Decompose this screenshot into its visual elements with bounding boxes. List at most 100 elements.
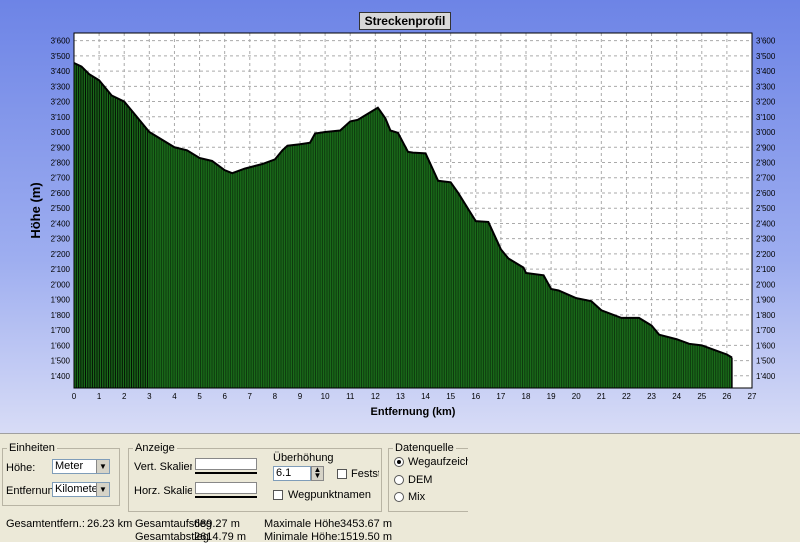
y-tick-label-left: 2'000 [51, 280, 71, 289]
exaggeration-input[interactable]: 6.1 [273, 466, 311, 481]
x-tick-label: 1 [97, 392, 102, 401]
x-tick-label: 13 [396, 392, 405, 401]
chevron-down-icon[interactable]: ▼ [96, 483, 109, 496]
x-tick-label: 24 [672, 392, 681, 401]
x-tick-label: 9 [298, 392, 303, 401]
vert-scale-track [195, 472, 257, 474]
datasource-dem-radio[interactable] [394, 475, 404, 485]
distance-unit-select[interactable]: Kilometer ▼ [52, 482, 110, 497]
total-distance-value: 26.23 km [87, 518, 133, 530]
datasource-mix-radio[interactable] [394, 492, 404, 502]
min-height-label: Minimale Höhe: [264, 531, 341, 543]
datasource-track-label: Wegaufzeichn [408, 456, 468, 468]
x-tick-label: 3 [147, 392, 152, 401]
height-unit-select[interactable]: Meter ▼ [52, 459, 110, 474]
y-tick-label-right: 3'400 [756, 67, 776, 76]
y-tick-label-right: 2'000 [756, 280, 776, 289]
fixed-checkbox[interactable] [337, 469, 347, 479]
x-tick-label: 25 [697, 392, 706, 401]
x-tick-label: 5 [197, 392, 202, 401]
y-tick-label-left: 2'300 [51, 235, 71, 244]
waypoint-names-label: Wegpunktnamen [288, 489, 371, 501]
datasource-legend: Datenquelle [395, 442, 454, 454]
y-tick-label-right: 2'500 [756, 204, 776, 213]
y-tick-label-right: 2'600 [756, 189, 776, 198]
vert-scale-label: Vert. Skalier. [134, 461, 192, 473]
chevron-down-icon[interactable]: ▼ [96, 460, 109, 473]
x-tick-label: 22 [622, 392, 631, 401]
vert-scale-slider[interactable] [195, 458, 257, 476]
y-tick-label-left: 3'200 [51, 98, 71, 107]
y-tick-label-right: 3'000 [756, 128, 776, 137]
y-tick-label-left: 3'300 [51, 82, 71, 91]
x-tick-label: 27 [748, 392, 757, 401]
chart-title: Streckenprofil [359, 12, 451, 30]
total-ascent-label: Gesamtaufstieg [135, 518, 213, 530]
distance-unit-value: Kilometer [55, 483, 102, 495]
x-tick-label: 19 [547, 392, 556, 401]
x-tick-label: 18 [522, 392, 531, 401]
x-tick-label: 14 [421, 392, 430, 401]
x-tick-label: 23 [647, 392, 656, 401]
elevation-line [73, 62, 733, 359]
y-tick-label-right: 3'200 [756, 98, 776, 107]
y-tick-label-left: 2'800 [51, 159, 71, 168]
datasource-group: Datenquelle [388, 442, 468, 512]
horz-scale-box[interactable] [195, 482, 257, 494]
units-legend: Einheiten [9, 442, 55, 454]
y-tick-label-left: 3'100 [51, 113, 71, 122]
y-tick-label-right: 1'600 [756, 341, 776, 350]
x-tick-label: 2 [122, 392, 127, 401]
x-tick-label: 16 [471, 392, 480, 401]
y-tick-label-left: 3'400 [51, 67, 71, 76]
units-group: Einheiten [2, 442, 120, 506]
y-tick-label-right: 2'300 [756, 235, 776, 244]
waypoint-names-checkbox[interactable] [273, 490, 283, 500]
y-tick-label-left: 1'400 [51, 372, 71, 381]
y-tick-label-left: 2'500 [51, 204, 71, 213]
y-tick-label-left: 1'800 [51, 311, 71, 320]
x-tick-label: 15 [446, 392, 455, 401]
x-tick-label: 7 [248, 392, 253, 401]
display-legend: Anzeige [135, 442, 175, 454]
height-unit-value: Meter [55, 460, 84, 472]
y-tick-label-left: 2'900 [51, 143, 71, 152]
x-tick-label: 11 [346, 392, 355, 401]
max-height-value: 3453.67 m [340, 518, 392, 530]
min-height-value: 1519.50 m [340, 531, 392, 543]
y-tick-label-left: 2'400 [51, 219, 71, 228]
max-height-label: Maximale Höhe [264, 518, 341, 530]
y-tick-label-right: 3'600 [756, 37, 776, 46]
horz-scale-slider[interactable] [195, 482, 257, 500]
y-tick-label-right: 2'800 [756, 159, 776, 168]
plot-frame [73, 32, 753, 389]
distance-unit-label: Entfernung: [6, 485, 63, 497]
x-tick-label: 26 [722, 392, 731, 401]
x-tick-label: 21 [597, 392, 606, 401]
y-tick-label-right: 3'100 [756, 113, 776, 122]
vert-scale-box[interactable] [195, 458, 257, 470]
datasource-track-radio[interactable] [394, 457, 404, 467]
horz-scale-label: Horz. Skalier. [134, 485, 192, 497]
y-tick-label-left: 2'700 [51, 174, 71, 183]
y-tick-label-left: 1'600 [51, 341, 71, 350]
x-tick-label: 12 [371, 392, 380, 401]
total-descent-value: 2614.79 m [194, 531, 246, 543]
x-tick-label: 10 [321, 392, 330, 401]
y-tick-label-right: 3'300 [756, 82, 776, 91]
datasource-mix-label: Mix [408, 491, 426, 503]
y-axis-label: Höhe (m) [28, 182, 43, 238]
total-descent-label: Gesamtabstieg [135, 531, 209, 543]
y-tick-label-right: 2'700 [756, 174, 776, 183]
y-tick-label-right: 3'500 [756, 52, 776, 61]
horz-scale-track [195, 496, 257, 498]
y-tick-label-left: 3'600 [51, 37, 71, 46]
x-tick-label: 4 [172, 392, 177, 401]
y-tick-label-right: 2'400 [756, 219, 776, 228]
y-tick-label-left: 3'000 [51, 128, 71, 137]
x-tick-label: 6 [222, 392, 227, 401]
total-distance-label: Gesamtentfern.: [6, 518, 85, 530]
x-tick-label: 8 [273, 392, 278, 401]
x-tick-label: 17 [496, 392, 505, 401]
exaggeration-spinner[interactable]: ▲ ▼ [311, 466, 324, 481]
